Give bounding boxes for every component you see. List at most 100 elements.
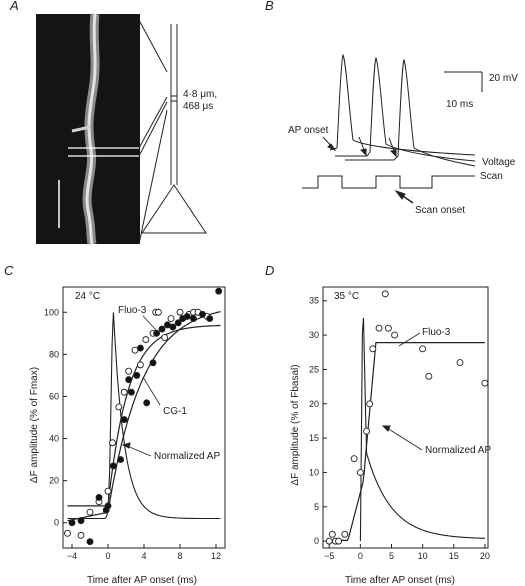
panel-d-fluo3-point [328, 530, 336, 538]
panel-c-cg1-point [183, 313, 191, 320]
panel-c-ytick-label: 0 [54, 518, 59, 528]
panel-c-ap-label: Normalized AP [154, 451, 220, 462]
panel-c-ytick-label: 80 [49, 349, 59, 359]
panel-c-cg1-point [125, 376, 133, 384]
panel-d-ytick-label: 20 [309, 399, 319, 409]
panel-c-cg1-point [206, 315, 214, 323]
panel-c-ytick-label: 100 [44, 307, 59, 317]
panel-c-cg1-point [199, 310, 206, 318]
panel-d-xtick-label: −5 [324, 551, 334, 561]
panel-c-cg1-point [77, 517, 85, 525]
panel-d-ytick-label: 10 [309, 467, 319, 477]
panel-d-fluo3-point [350, 455, 358, 463]
panel-c-fluo3-point [120, 388, 128, 396]
panel-d-fluo3-point [335, 537, 343, 545]
panel-c-xtick-label: −4 [67, 551, 77, 561]
panel-c-ytick-label: 40 [49, 434, 59, 444]
panel-c-fluo3-point [115, 403, 123, 411]
scan-label: Scan [480, 171, 503, 182]
panel-c-ap-arrow [121, 442, 152, 457]
panel-c-fluo3-point [154, 308, 162, 316]
panel-d-xtick-label: 10 [418, 551, 428, 561]
panel-c-cg1-point [158, 325, 166, 333]
panel-c-fluo3-point [104, 487, 112, 495]
panel-d-fluo3-point [356, 468, 364, 476]
panel-d-fluo3-label: Fluo-3 [422, 327, 451, 338]
panel-d-ytick-label: 30 [309, 330, 319, 340]
panel-c-ap-trace [67, 312, 221, 520]
panel-a-label: A [9, 0, 19, 13]
ap-onset-label: AP onset [288, 125, 329, 136]
panel-c-cg1-fit [67, 311, 221, 522]
panel-b-label: B [265, 0, 274, 13]
panel-d-axes: −5 0 5 10 15 20 0 5 10 15 20 25 30 35 [309, 286, 490, 561]
scale-bars [444, 71, 483, 92]
panel-c-fluo3-leader [142, 315, 158, 332]
panel-d-fluo3-point [363, 427, 371, 435]
scan-annotation-time: 468 μs [183, 101, 213, 112]
panel-d-fluo3-point [384, 324, 392, 332]
scale-bar-mv: 20 mV [489, 73, 518, 84]
panel-c-cg1-point [190, 315, 197, 323]
panel-c-cg1-point [95, 494, 103, 501]
scan-trace [302, 175, 475, 189]
panel-c-temperature: 24 °C [75, 291, 100, 302]
panel-d-fluo3-point [456, 359, 464, 367]
panel-d-fluo3-point [366, 400, 374, 408]
panel-c-xtick-label: 4 [141, 551, 146, 561]
panel-d-ap-label: Normalized AP [425, 445, 491, 456]
panel-d-temperature: 35 °C [334, 291, 359, 302]
panel-d-fluo3-point [481, 379, 489, 387]
panel-c-ytick-label: 20 [49, 476, 59, 486]
panel-c-xtick-label: 12 [211, 551, 221, 561]
panel-d-label: D [265, 263, 274, 278]
panel-c-cg1-point [136, 344, 144, 352]
panel-d-ytick-label: 35 [309, 296, 319, 306]
scan-onset-label: Scan onset [415, 205, 465, 216]
panel-c-cg1-point [68, 519, 76, 527]
panel-c-cg1-point [104, 502, 112, 510]
panel-c-cg1-point [149, 359, 157, 367]
scale-bar-ms: 10 ms [446, 99, 473, 110]
panel-d-xtick-label: 15 [449, 551, 459, 561]
panel-c-cg1-point [215, 287, 223, 295]
panel-d-fluo3-leader [398, 332, 421, 347]
panel-d-fluo3-point [341, 530, 349, 538]
panel-c-cg1-point [117, 456, 125, 464]
panel-c-fluo3-point [125, 367, 133, 375]
panel-d-xlabel: Time after AP onset (ms) [345, 575, 455, 586]
panel-c-cg1-point [86, 538, 94, 546]
ap-onset-arrows [322, 136, 397, 158]
panel-c-cg1-point [109, 462, 117, 470]
panel-c-curves [67, 311, 221, 522]
panel-c-cg1-point [133, 371, 141, 379]
panel-c-ytick-label: 60 [49, 391, 59, 401]
panel-d-points [325, 290, 489, 545]
panel-c-cg1-point [127, 388, 135, 396]
panel-c-label: C [4, 263, 14, 278]
panel-c-ylabel: ΔF amplitude (% of Fmax) [29, 367, 40, 483]
panel-d-ytick-label: 5 [314, 502, 319, 512]
panel-d-fluo3-point [391, 331, 399, 339]
panel-c-fluo3-fit [67, 324, 221, 507]
panel-d-ytick-label: 15 [309, 433, 319, 443]
panel-d-fluo3-point [425, 372, 433, 380]
scan-annotation-size: 4·8 μm, [183, 89, 217, 100]
panel-c-fluo3-label: Fluo-3 [118, 305, 147, 316]
voltage-traces [329, 53, 476, 167]
panel-c-cg1-point [169, 323, 177, 331]
panel-d-ylabel: ΔF amplitude (% of Fbasal) [290, 364, 301, 485]
voltage-label: Voltage [482, 157, 516, 168]
panel-d-ytick-label: 0 [314, 536, 319, 546]
panel-c-fluo3-point [77, 531, 85, 539]
panel-d-xtick-label: 5 [389, 551, 394, 561]
panel-d-xtick-label: 20 [480, 551, 490, 561]
panel-d-fluo3-point [375, 324, 383, 332]
panel-c-fluo3-point [161, 334, 169, 341]
panel-c-cg1-label: CG-1 [163, 406, 187, 417]
panel-c-cg1-point [153, 329, 161, 337]
panel-c-xtick-label: 8 [177, 551, 182, 561]
panel-c-fluo3-point [136, 361, 144, 369]
